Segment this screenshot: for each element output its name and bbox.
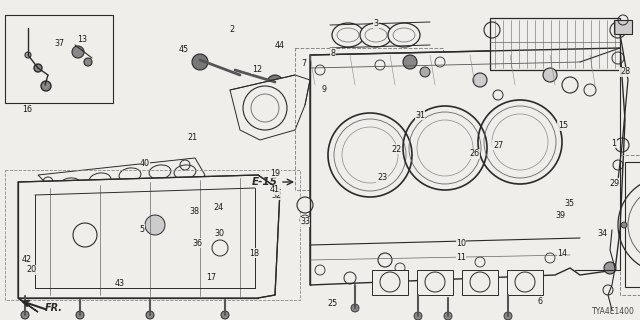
Text: 10: 10 [456,239,466,249]
Circle shape [504,312,512,320]
Ellipse shape [360,23,392,47]
Text: 6: 6 [538,298,543,307]
Circle shape [562,77,578,93]
Polygon shape [310,48,625,285]
Text: E-15: E-15 [252,177,278,187]
Bar [620,155,640,295]
Text: 41: 41 [270,186,280,195]
Text: 45: 45 [179,45,189,54]
Text: 9: 9 [321,85,326,94]
Polygon shape [507,270,543,295]
Circle shape [351,304,359,312]
Circle shape [621,222,627,228]
Text: 2: 2 [229,26,235,35]
Text: 16: 16 [22,105,32,114]
Ellipse shape [332,23,364,47]
Circle shape [420,67,430,77]
Text: 29: 29 [609,179,619,188]
Text: 36: 36 [192,238,202,247]
Text: 35: 35 [564,199,574,209]
Text: 7: 7 [301,60,307,68]
Text: 15: 15 [558,122,568,131]
Text: 3: 3 [374,20,378,28]
Bar [625,162,640,287]
Bar [490,18,620,70]
Circle shape [34,64,42,72]
Text: 11: 11 [456,253,466,262]
Text: 21: 21 [187,133,197,142]
Text: 14: 14 [557,249,567,258]
Text: 31: 31 [415,110,425,119]
Circle shape [41,81,51,91]
Text: 24: 24 [213,204,223,212]
Circle shape [76,311,84,319]
Text: 40: 40 [140,158,150,167]
Text: 27: 27 [493,140,503,149]
Circle shape [403,55,417,69]
Circle shape [414,312,422,320]
Circle shape [473,73,487,87]
Circle shape [25,52,31,58]
Circle shape [21,311,29,319]
Circle shape [604,262,616,274]
Text: 43: 43 [115,278,125,287]
Polygon shape [230,75,310,140]
Text: 12: 12 [252,65,262,74]
Text: 17: 17 [206,273,216,282]
Text: 22: 22 [391,145,401,154]
Text: FR.: FR. [45,303,63,313]
Bar [5,15,113,103]
Text: 1: 1 [611,139,616,148]
Text: 39: 39 [555,211,565,220]
Text: 26: 26 [469,149,479,158]
Text: 34: 34 [597,229,607,238]
Bar [614,20,632,34]
Circle shape [145,215,165,235]
Text: 23: 23 [377,173,387,182]
Circle shape [146,311,154,319]
Polygon shape [18,298,38,312]
Polygon shape [372,270,408,295]
Text: 18: 18 [249,249,259,258]
Text: TYA4E1400: TYA4E1400 [592,307,635,316]
Text: 19: 19 [270,169,280,178]
Polygon shape [18,175,280,298]
Circle shape [267,75,283,91]
Circle shape [543,68,557,82]
Text: 32: 32 [271,190,281,199]
Text: 13: 13 [77,36,87,44]
Circle shape [297,197,313,213]
Text: 42: 42 [22,254,32,263]
Text: 5: 5 [140,225,145,234]
Bar [295,48,443,190]
Polygon shape [417,270,453,295]
Circle shape [72,46,84,58]
Circle shape [221,311,229,319]
Circle shape [192,54,208,70]
Text: 44: 44 [275,42,285,51]
Text: 33: 33 [300,218,310,227]
Polygon shape [462,270,498,295]
Text: 8: 8 [330,49,335,58]
Text: 37: 37 [54,39,64,49]
Text: 30: 30 [214,229,224,238]
Text: 20: 20 [26,266,36,275]
Bar [5,170,300,300]
Circle shape [84,58,92,66]
Text: 25: 25 [327,299,337,308]
Ellipse shape [388,23,420,47]
Text: 38: 38 [189,207,199,217]
Text: 28: 28 [620,68,630,76]
Circle shape [444,312,452,320]
Polygon shape [38,158,205,225]
